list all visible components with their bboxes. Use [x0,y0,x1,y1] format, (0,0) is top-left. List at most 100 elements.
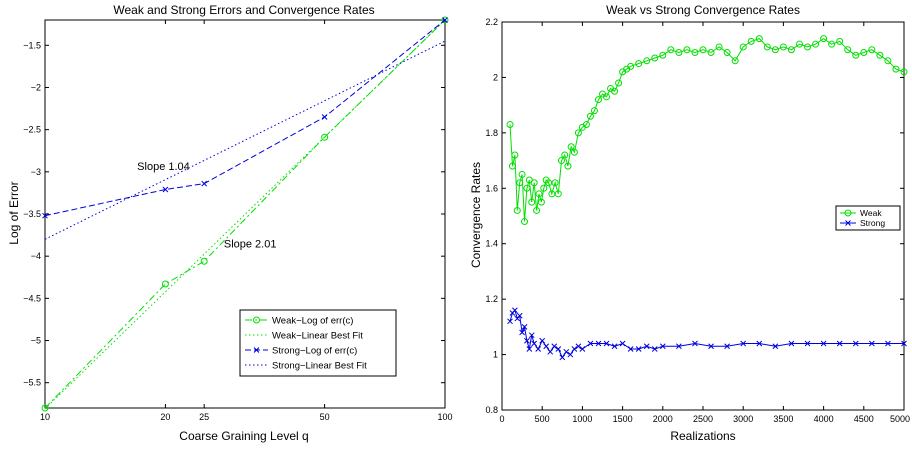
right-chart-data-point [675,48,683,56]
right-chart-data-point [787,46,795,54]
right-chart-ylabel: Convergence Rates [469,162,483,268]
left-chart-legend-marker [253,316,260,324]
right-chart-data-point [521,324,528,330]
right-chart-data-point [563,348,570,355]
right-chart-series-line-1 [509,309,904,359]
right-chart-data-point [740,340,747,347]
right-chart-y-tick-label: 1.2 [485,294,498,304]
right-chart-data-point [900,68,908,76]
left-chart-y-tick-label: −4 [31,251,41,261]
left-chart-legend-label: Strong−Log of err(c) [272,346,357,357]
left-chart-ylabel: Log of Error [7,181,21,244]
right-chart-data-point [611,343,618,350]
right-chart-data-point [519,329,525,336]
left-chart-data-point [201,180,208,187]
right-chart-legend-label: Strong [860,218,885,228]
right-chart-data-point [868,46,876,54]
right-chart-data-point [575,343,582,350]
left-chart-y-tick-label: −3 [31,167,41,177]
right-chart-data-point [531,340,538,347]
left-chart-y-tick-label: −5 [31,336,41,346]
right-chart-data-point [579,346,586,352]
right-chart-y-tick-label: 2 [493,72,498,82]
right-chart-data-point [723,48,731,56]
right-chart-legend-marker [844,209,852,217]
right-chart-data-point [788,340,795,347]
left-chart-y-tick-label: −5.5 [23,378,41,388]
left-chart-legend-marker [253,347,260,353]
right-chart-data-point [530,179,538,187]
right-chart-data-point [667,46,675,54]
right-chart-x-tick-label: 1000 [572,414,592,424]
left-chart-data-point [41,404,49,412]
right-chart-data-point [554,190,562,198]
right-chart-y-tick-label: 1.6 [485,183,498,193]
right-chart-data-point [535,346,542,352]
right-chart-data-point [627,62,635,70]
right-chart-data-point [892,65,900,73]
right-chart-data-point [506,121,514,129]
right-chart-data-point [551,343,558,350]
right-chart-data-point [731,57,739,65]
right-chart-data-point [512,307,518,314]
right-chart-data-point [836,37,844,45]
right-chart-data-point [659,51,667,59]
right-chart-data-point [739,43,747,51]
right-chart-data-point [557,157,565,165]
right-chart-data-point [627,346,634,352]
right-chart-data-point [567,351,574,358]
right-chart-data-point [691,48,699,56]
right-chart: Weak vs Strong Convergence Rates Realiza… [469,3,910,443]
right-chart-data-point [559,354,566,361]
right-chart-data-point [804,340,811,347]
right-chart-x-tick-label: 3000 [733,414,753,424]
left-chart-y-tick-label: −2.5 [23,125,41,135]
right-chart-data-point [755,35,763,43]
left-chart-series-line-0 [44,19,446,409]
right-chart-legend-marker [845,220,851,226]
left-chart-y-tick-label: −1.5 [23,40,41,50]
right-chart-data-point [528,332,535,339]
left-chart-data-point [441,16,449,24]
right-chart-data-point [724,343,730,350]
right-chart-x-tick-label: 4500 [854,414,874,424]
right-chart-data-point [516,179,524,187]
right-chart-data-point [533,206,541,214]
right-chart-data-point [555,346,562,352]
left-chart-legend-label: Weak−Linear Best Fit [272,331,363,342]
right-chart-data-point [508,162,516,170]
right-chart-data-point [523,184,531,192]
right-chart-data-point [643,343,650,350]
right-chart-data-point [795,40,803,48]
right-chart-data-point [611,87,619,95]
right-chart-data-point [507,318,513,325]
right-chart-data-point [643,57,651,65]
right-chart-data-point [683,46,691,54]
right-chart-y-tick-label: 2.2 [485,17,498,27]
right-chart-data-point [692,340,698,347]
left-chart: Weak and Strong Errors and Convergence R… [7,3,453,443]
right-chart-data-point [540,184,548,192]
right-chart-data-point [699,46,707,54]
right-chart-data-point [511,151,519,159]
left-chart-data-point [442,17,448,23]
right-chart-data-point [852,51,860,59]
right-chart-x-tick-label: 500 [535,414,550,424]
right-chart-data-point [804,43,812,51]
right-chart-x-tick-label: 2000 [653,414,673,424]
left-chart-title: Weak and Strong Errors and Convergence R… [113,3,374,17]
right-chart-data-point [543,343,550,350]
right-chart-data-point [884,57,892,65]
right-chart-data-point [539,337,546,344]
right-chart-data-point [885,340,891,347]
right-chart-data-point [651,346,658,352]
right-chart-xlabel: Realizations [670,429,735,443]
right-chart-legend-label: Weak [860,208,882,218]
left-chart-x-tick-label: 25 [199,412,209,422]
right-chart-data-point [513,206,521,214]
right-chart-y-tick-label: 1.8 [485,128,498,138]
left-chart-data-point [200,257,208,265]
left-chart-series-line-3 [44,40,446,240]
right-chart-data-point [772,343,779,350]
right-chart-x-tick-label: 5000 [890,414,910,424]
